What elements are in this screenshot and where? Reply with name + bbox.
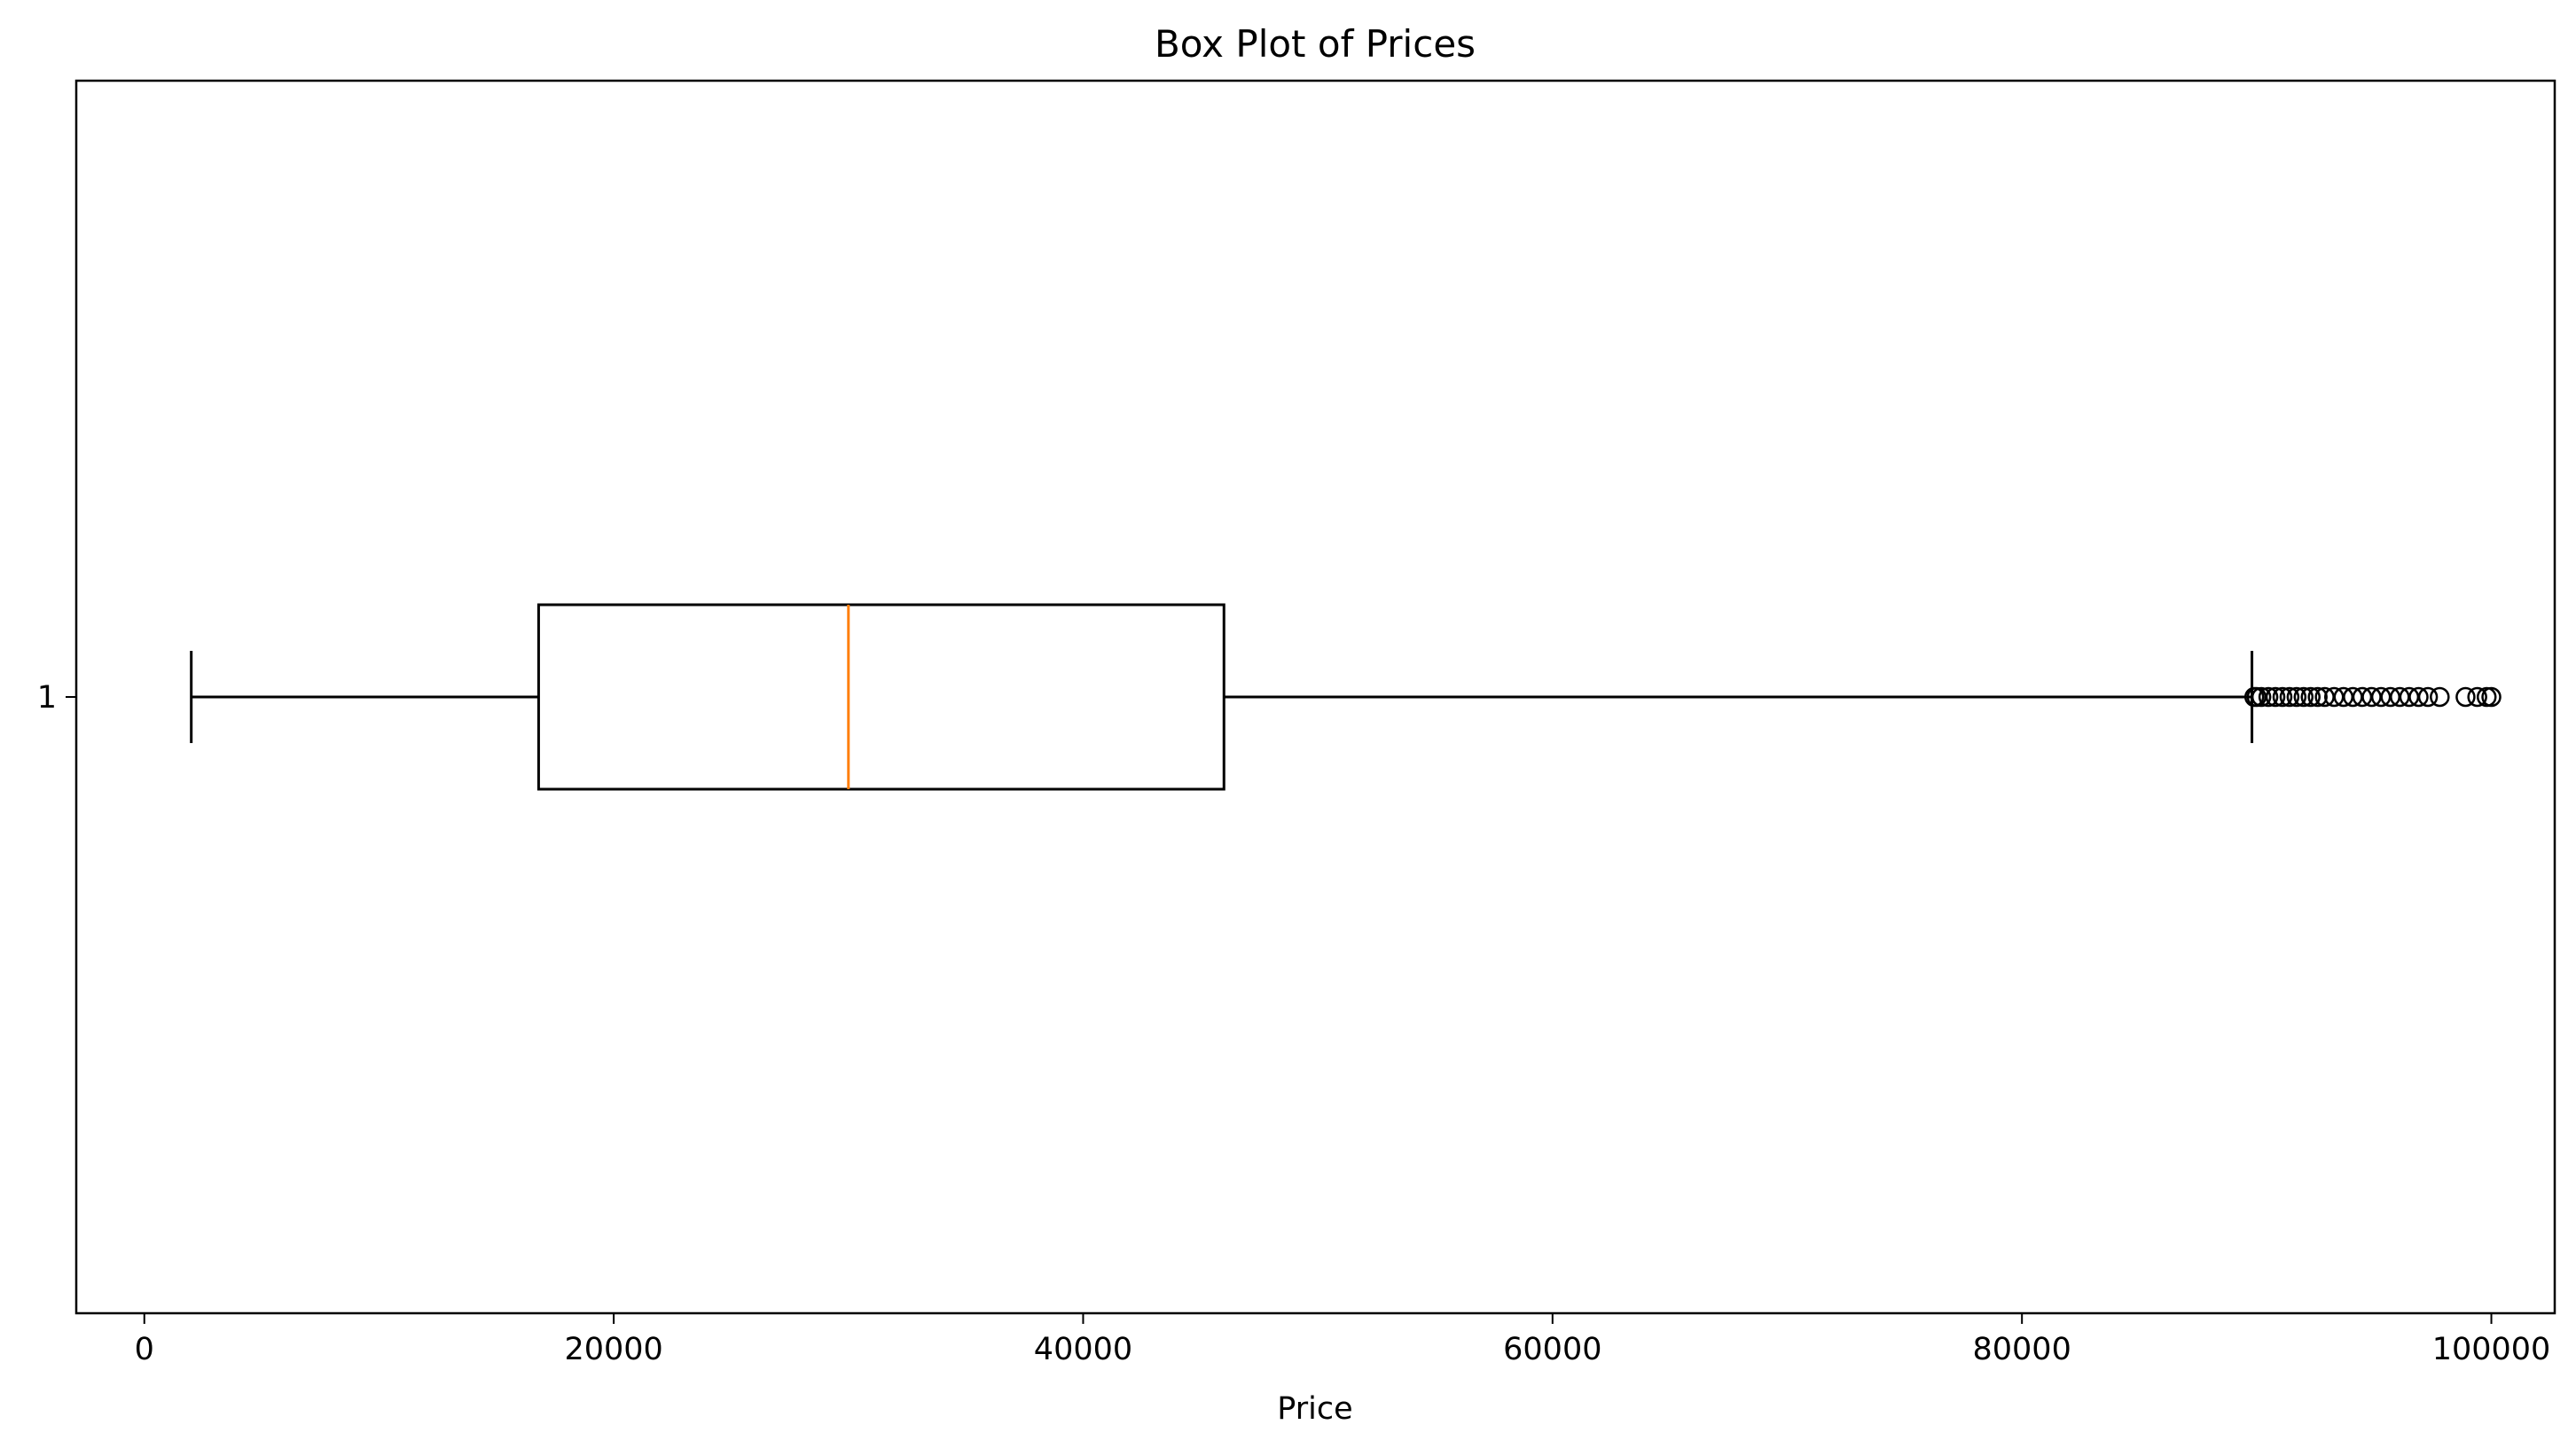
x-tick-label: 20000 xyxy=(564,1332,662,1367)
x-tick-label: 40000 xyxy=(1034,1332,1132,1367)
x-axis-ticks: 0 20000 40000 60000 80000 100000 xyxy=(135,1313,2551,1367)
outlier-point xyxy=(2272,686,2293,708)
outlier-point xyxy=(2408,686,2429,708)
iqr-box xyxy=(536,603,1225,791)
outlier-point xyxy=(2476,686,2497,708)
outlier-point xyxy=(2481,686,2502,708)
outlier-point xyxy=(2258,686,2279,708)
outlier-point xyxy=(2251,686,2272,708)
x-tick-label: 80000 xyxy=(1973,1332,2071,1367)
outlier-point xyxy=(2430,686,2450,708)
outlier-point xyxy=(2293,686,2314,708)
x-tick-label: 0 xyxy=(135,1332,154,1367)
x-axis-label: Price xyxy=(1277,1391,1352,1427)
outlier-point xyxy=(2279,686,2300,708)
outliers-group xyxy=(2243,686,2502,708)
outlier-point xyxy=(2286,686,2307,708)
outlier-point xyxy=(2307,686,2328,708)
outlier-point xyxy=(2265,686,2286,708)
outlier-point xyxy=(2455,686,2476,708)
x-tick-label: 60000 xyxy=(1503,1332,1601,1367)
y-axis-ticks: 1 xyxy=(37,680,76,716)
y-tick-label: 1 xyxy=(37,680,57,716)
outlier-point xyxy=(2417,686,2439,708)
x-tick-label: 100000 xyxy=(2432,1332,2551,1367)
outlier-point xyxy=(2300,686,2321,708)
chart-title: Box Plot of Prices xyxy=(1155,22,1476,66)
outlier-point xyxy=(2467,686,2487,708)
